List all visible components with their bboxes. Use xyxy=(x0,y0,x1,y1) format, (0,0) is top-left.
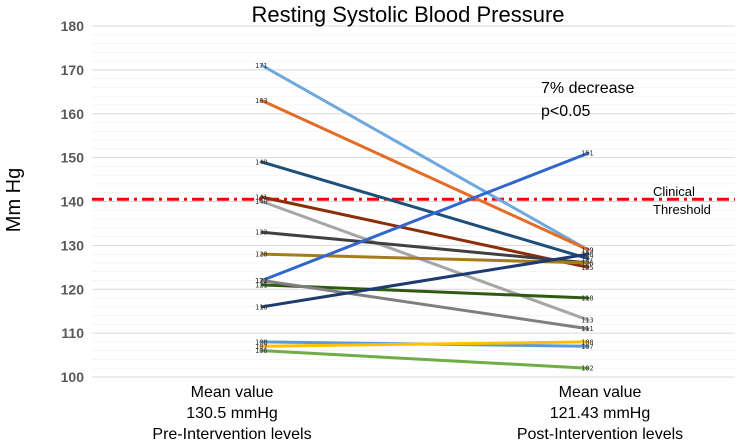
data-label-s5-pre: 140 xyxy=(255,198,268,206)
category-post-line3: Post-Intervention levels xyxy=(517,426,683,443)
data-label-s9-pre: 121 xyxy=(255,281,268,289)
threshold-label-line2: Threshold xyxy=(653,202,711,217)
gridlines xyxy=(92,25,735,378)
data-label-s8-pre: 122 xyxy=(255,277,268,285)
data-label-s2-post: 129 xyxy=(581,246,594,254)
y-tick-label: 180 xyxy=(61,18,85,34)
series-line-s1 xyxy=(260,63,590,252)
data-labels: 1711291631291491271411251401131331261281… xyxy=(255,62,594,373)
threshold-label-line1: Clinical xyxy=(653,184,695,199)
y-axis-ticks: 100 110 120 130 140 150 160 170 180 xyxy=(61,18,85,385)
chart-title: Resting Systolic Blood Pressure xyxy=(251,2,564,27)
data-label-s3-post: 127 xyxy=(581,255,594,263)
category-post-line2: 121.43 mmHg xyxy=(550,405,651,422)
data-label-s6-post: 126 xyxy=(581,259,594,267)
data-label-s7-pre: 128 xyxy=(255,251,268,259)
data-label-s10-post: 111 xyxy=(581,325,594,333)
decrease-annotation: 7% decrease xyxy=(541,80,634,97)
data-label-s3-pre: 149 xyxy=(255,159,268,167)
series-line-s11 xyxy=(260,252,590,309)
data-label-s14-post: 102 xyxy=(581,365,594,373)
series-line-s13 xyxy=(260,340,590,348)
data-label-s12-pre: 108 xyxy=(255,338,268,346)
pvalue-annotation: p<0.05 xyxy=(541,103,590,120)
data-label-s2-pre: 163 xyxy=(255,97,268,105)
series-line-s3 xyxy=(260,160,590,261)
series-line-s2 xyxy=(260,99,590,252)
y-tick-label: 130 xyxy=(61,237,85,253)
y-tick-label: 140 xyxy=(61,194,85,210)
data-label-s14-pre: 106 xyxy=(255,347,268,355)
data-label-s13-pre: 107 xyxy=(255,343,268,351)
y-axis-label: Mm Hg xyxy=(3,168,25,232)
series-line-s8 xyxy=(260,151,590,282)
data-label-s5-post: 113 xyxy=(581,316,594,324)
series-line-s5 xyxy=(260,200,590,322)
data-label-s11-pre: 116 xyxy=(255,303,268,311)
category-post-line1: Mean value xyxy=(559,384,642,401)
data-label-s9-post: 118 xyxy=(581,295,594,303)
data-label-s13-post: 108 xyxy=(581,338,594,346)
series-lines xyxy=(260,63,590,370)
y-tick-label: 100 xyxy=(61,369,85,385)
category-pre-line3: Pre-Intervention levels xyxy=(152,426,311,443)
y-tick-label: 170 xyxy=(61,62,85,78)
data-label-s6-pre: 133 xyxy=(255,229,268,237)
data-label-s1-post: 129 xyxy=(581,246,594,254)
y-tick-label: 150 xyxy=(61,150,85,166)
series-line-s10 xyxy=(260,278,590,331)
data-label-s12-post: 107 xyxy=(581,343,594,351)
category-pre-line1: Mean value xyxy=(191,384,274,401)
data-label-s7-post: 126 xyxy=(581,259,594,267)
y-tick-label: 160 xyxy=(61,106,85,122)
data-label-s10-pre: 122 xyxy=(255,277,268,285)
series-line-s14 xyxy=(260,349,590,370)
category-pre-line2: 130.5 mmHg xyxy=(186,405,278,422)
data-label-s1-pre: 171 xyxy=(255,62,268,70)
series-line-s4 xyxy=(260,195,590,269)
data-label-s4-post: 125 xyxy=(581,264,594,272)
data-label-s4-pre: 141 xyxy=(255,194,268,202)
data-label-s8-post: 151 xyxy=(581,150,594,158)
series-line-s6 xyxy=(260,230,590,265)
y-tick-label: 120 xyxy=(61,281,85,297)
data-label-s11-post: 128 xyxy=(581,251,594,259)
y-tick-label: 110 xyxy=(61,325,84,341)
